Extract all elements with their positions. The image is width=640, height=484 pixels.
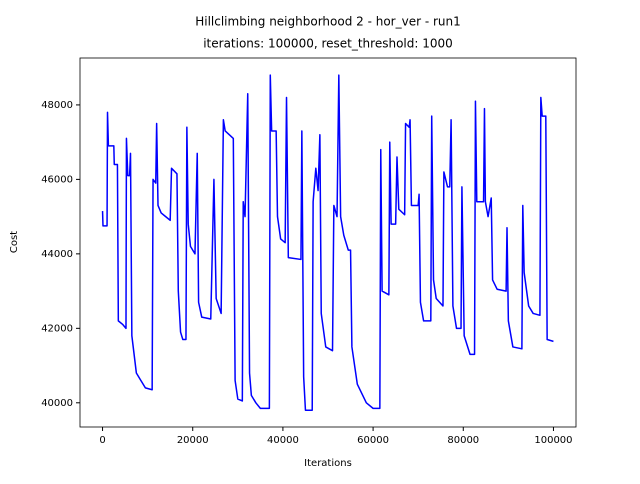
y-axis-label: Cost (9, 231, 20, 253)
x-tick-label: 60000 (357, 435, 389, 446)
y-tick-label: 48000 (41, 100, 73, 111)
chart-subtitle: iterations: 100000, reset_threshold: 100… (203, 37, 453, 51)
x-tick-label: 40000 (267, 435, 299, 446)
line-series (101, 74, 554, 411)
y-tick-label: 40000 (41, 398, 73, 409)
x-axis-label: Iterations (304, 458, 352, 469)
x-tick-label: 20000 (177, 435, 209, 446)
x-tick-label: 0 (99, 435, 105, 446)
y-tick-label: 44000 (41, 249, 73, 260)
x-tick-label: 80000 (447, 435, 479, 446)
y-tick-label: 46000 (41, 174, 73, 185)
chart-title: Hillclimbing neighborhood 2 - hor_ver - … (195, 15, 461, 29)
plot-frame (79, 57, 577, 428)
y-tick-label: 42000 (41, 323, 73, 334)
x-tick-label: 100000 (534, 435, 572, 446)
